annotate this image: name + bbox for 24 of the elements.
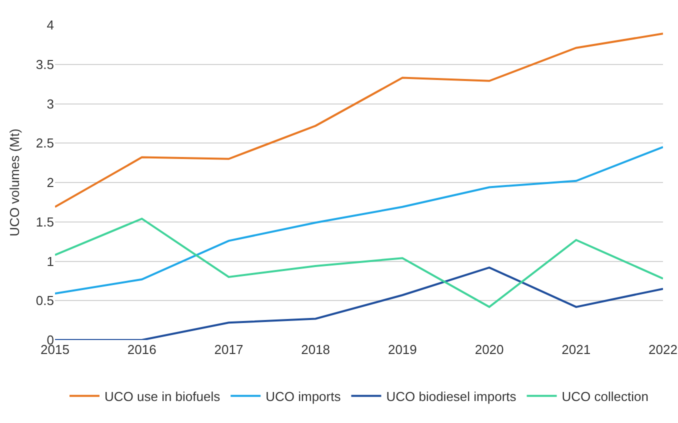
y-tick-label: 2 (46, 175, 54, 190)
x-tick-label: 2020 (474, 342, 504, 357)
y-tick-label: 0.5 (36, 293, 54, 308)
y-tick-label: 3 (46, 96, 54, 112)
x-tick-label: 2017 (214, 342, 244, 357)
line-series (55, 32, 663, 208)
line-series (55, 218, 663, 308)
x-tick-label: 2016 (127, 342, 156, 357)
x-tick-label: 2021 (562, 342, 591, 357)
y-tick-label: 2.5 (36, 136, 54, 151)
legend-label: UCO biodiesel imports (386, 388, 517, 404)
x-tick-label: 2019 (388, 342, 417, 357)
legend-label: UCO collection (562, 388, 648, 404)
y-tick-label: 4 (46, 18, 54, 33)
y-tick-label: 3.5 (36, 56, 54, 72)
legend-label: UCO imports (266, 388, 342, 404)
y-tick-label: 1 (46, 254, 54, 269)
x-tick-label: 2018 (301, 342, 330, 357)
y-tick-label: 1.5 (36, 214, 54, 230)
x-tick-label: 2022 (648, 342, 678, 357)
y-axis-title: UCO volumes (Mt) (7, 128, 22, 236)
line-series (55, 266, 663, 340)
legend-label: UCO use in biofuels (104, 388, 221, 404)
line-series (55, 146, 663, 295)
